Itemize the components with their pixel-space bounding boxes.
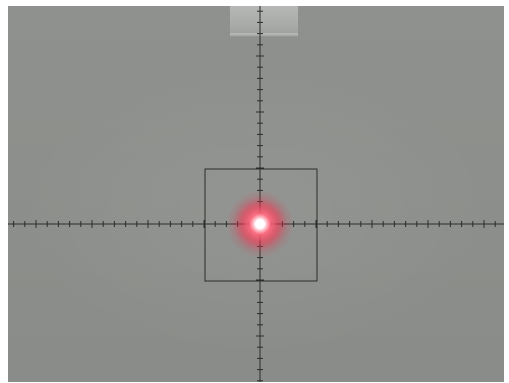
laser-spot-core <box>255 219 265 229</box>
horizontal-tick-marks <box>13 220 496 228</box>
tape-strip <box>230 6 298 36</box>
tape-strip-edge <box>230 33 298 37</box>
reticle-overlay <box>8 6 504 382</box>
center-square-box <box>204 168 318 282</box>
target-photo <box>8 6 504 382</box>
